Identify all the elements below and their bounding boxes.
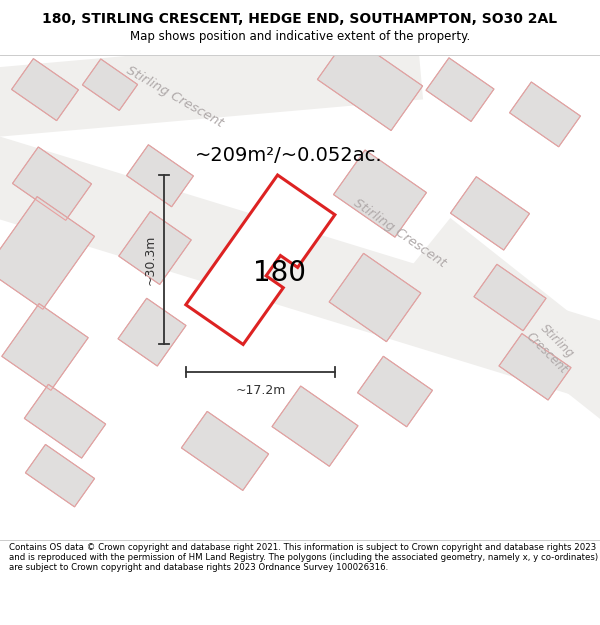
Text: ~17.2m: ~17.2m: [235, 384, 286, 397]
Text: Stirling Crescent: Stirling Crescent: [352, 196, 449, 270]
Text: ~209m²/~0.052ac.: ~209m²/~0.052ac.: [195, 146, 383, 166]
Polygon shape: [329, 253, 421, 342]
Polygon shape: [358, 356, 433, 427]
Polygon shape: [24, 384, 106, 458]
Polygon shape: [118, 298, 186, 366]
Text: Contains OS data © Crown copyright and database right 2021. This information is : Contains OS data © Crown copyright and d…: [9, 542, 598, 572]
Polygon shape: [474, 264, 546, 331]
Text: 180, STIRLING CRESCENT, HEDGE END, SOUTHAMPTON, SO30 2AL: 180, STIRLING CRESCENT, HEDGE END, SOUTH…: [43, 12, 557, 26]
Polygon shape: [0, 131, 600, 424]
Polygon shape: [0, 197, 94, 309]
Polygon shape: [181, 411, 269, 491]
Polygon shape: [426, 58, 494, 121]
Text: 180: 180: [254, 259, 307, 287]
Polygon shape: [25, 444, 95, 507]
Polygon shape: [119, 211, 191, 284]
Polygon shape: [509, 82, 580, 147]
Polygon shape: [317, 35, 422, 131]
Polygon shape: [272, 386, 358, 466]
Polygon shape: [334, 150, 427, 237]
Polygon shape: [127, 145, 193, 207]
Text: Stirling Crescent: Stirling Crescent: [124, 64, 226, 129]
Polygon shape: [82, 59, 137, 111]
Text: Map shows position and indicative extent of the property.: Map shows position and indicative extent…: [130, 30, 470, 43]
Polygon shape: [2, 304, 88, 391]
Polygon shape: [0, 31, 423, 139]
Text: ~30.3m: ~30.3m: [144, 234, 157, 285]
Polygon shape: [499, 334, 571, 400]
Text: Stirling
Crescent: Stirling Crescent: [523, 318, 581, 376]
Polygon shape: [11, 59, 79, 121]
Polygon shape: [451, 177, 530, 250]
Polygon shape: [13, 147, 92, 221]
Polygon shape: [186, 175, 335, 344]
Polygon shape: [410, 218, 600, 466]
